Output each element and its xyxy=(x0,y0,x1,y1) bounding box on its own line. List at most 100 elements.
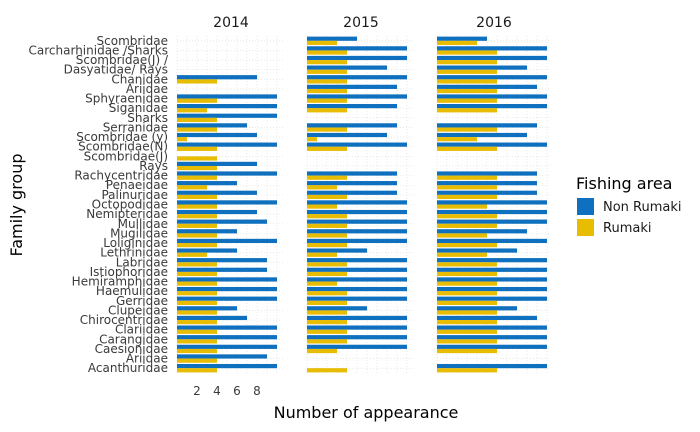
bar-rumaki xyxy=(177,214,217,219)
bar-rumaki xyxy=(437,329,497,334)
bar-rumaki xyxy=(177,329,217,334)
y-tick-label: Lethrinidae xyxy=(100,246,168,260)
bar-rumaki xyxy=(437,175,497,180)
bar-rumaki xyxy=(177,310,217,315)
y-tick-label: Scombridae (y) xyxy=(76,130,168,144)
bar-rumaki xyxy=(307,60,347,65)
facet-strip-labels: 2014 2015 2016 xyxy=(213,15,512,31)
bar-non-rumaki xyxy=(307,190,397,195)
bar-rumaki xyxy=(177,204,217,209)
y-tick-label: Chanidae xyxy=(111,72,168,86)
bar-non-rumaki xyxy=(307,325,407,330)
bar-rumaki xyxy=(437,79,497,84)
bar-rumaki xyxy=(307,214,347,219)
bar-rumaki xyxy=(307,339,347,344)
bar-rumaki xyxy=(437,50,497,55)
bar-rumaki xyxy=(307,137,317,142)
bar-rumaki xyxy=(307,320,347,325)
bar-rumaki xyxy=(307,348,337,354)
legend-label: Non Rumaki xyxy=(603,200,682,215)
y-tick-label: Carcharhinidae /Sharks xyxy=(29,43,168,57)
bar-non-rumaki xyxy=(307,55,407,61)
bar-rumaki xyxy=(307,310,347,315)
bar-non-rumaki xyxy=(437,267,547,272)
bar-non-rumaki xyxy=(177,344,277,349)
bar-non-rumaki xyxy=(307,104,397,109)
bar-non-rumaki xyxy=(177,132,257,138)
y-tick-label: Serranidae xyxy=(103,120,168,134)
bar-non-rumaki xyxy=(437,65,527,70)
y-tick-label: Hemiramphidae xyxy=(72,275,168,289)
bar-rumaki xyxy=(177,127,217,132)
bar-rumaki xyxy=(307,204,337,209)
bar-non-rumaki xyxy=(177,267,267,272)
bar-rumaki xyxy=(437,60,497,65)
bar-rumaki xyxy=(437,194,497,200)
bar-non-rumaki xyxy=(437,315,537,321)
bar-rumaki xyxy=(437,271,497,277)
bar-non-rumaki xyxy=(177,258,267,263)
bar-non-rumaki xyxy=(437,248,517,253)
facet-label-2016: 2016 xyxy=(476,15,512,31)
bar-non-rumaki xyxy=(307,36,357,41)
bar-non-rumaki xyxy=(437,200,547,205)
bar-non-rumaki xyxy=(307,75,407,80)
bar-rumaki xyxy=(437,348,497,354)
legend-label: Rumaki xyxy=(603,221,651,236)
bar-non-rumaki xyxy=(307,181,397,186)
bar-non-rumaki xyxy=(177,325,277,330)
bar-rumaki xyxy=(307,281,337,286)
bar-rumaki xyxy=(177,98,217,103)
bar-rumaki xyxy=(177,300,217,305)
bar-non-rumaki xyxy=(437,306,517,311)
bar-rumaki xyxy=(177,175,217,180)
bar-non-rumaki xyxy=(307,286,407,292)
bar-non-rumaki xyxy=(177,75,257,80)
bar-layer xyxy=(177,36,547,373)
bar-non-rumaki xyxy=(177,296,277,301)
bar-non-rumaki xyxy=(437,132,527,138)
bar-non-rumaki xyxy=(177,315,247,321)
y-tick-label: Mullidae xyxy=(118,217,168,231)
bar-rumaki xyxy=(307,271,347,277)
bar-non-rumaki xyxy=(307,123,397,128)
legend-items: Non Rumaki Rumaki xyxy=(577,198,682,236)
y-tick-label: Ariidae xyxy=(126,352,168,366)
bar-non-rumaki xyxy=(437,46,547,51)
bar-rumaki xyxy=(307,108,347,113)
bar-non-rumaki xyxy=(307,344,407,349)
y-tick-label: Palinuridae xyxy=(101,188,168,202)
bar-non-rumaki xyxy=(177,104,277,109)
bar-non-rumaki xyxy=(307,209,407,215)
legend-swatch xyxy=(577,219,594,236)
bar-non-rumaki xyxy=(437,277,547,282)
bar-rumaki xyxy=(437,204,487,209)
bar-non-rumaki xyxy=(307,315,407,321)
bar-rumaki xyxy=(177,117,217,123)
bar-non-rumaki xyxy=(177,190,257,195)
bar-non-rumaki xyxy=(307,267,407,272)
bar-non-rumaki xyxy=(177,363,277,369)
bar-rumaki xyxy=(307,329,347,334)
bar-non-rumaki xyxy=(437,363,547,369)
bar-non-rumaki xyxy=(307,335,407,340)
bar-non-rumaki xyxy=(437,94,547,99)
y-tick-label: Scombridae(N) xyxy=(78,140,168,154)
bar-non-rumaki xyxy=(437,238,547,244)
bar-non-rumaki xyxy=(437,75,547,80)
bar-non-rumaki xyxy=(307,296,407,301)
bar-non-rumaki xyxy=(177,113,277,118)
bar-rumaki xyxy=(307,243,347,248)
bar-non-rumaki xyxy=(177,229,237,234)
bar-non-rumaki xyxy=(177,354,267,359)
bar-non-rumaki xyxy=(307,65,387,70)
bar-non-rumaki xyxy=(307,94,407,99)
bar-rumaki xyxy=(177,233,217,238)
y-tick-label: Carangidae xyxy=(99,332,168,346)
facet-label-2014: 2014 xyxy=(213,15,249,31)
bar-rumaki xyxy=(177,348,217,354)
bar-non-rumaki xyxy=(307,277,407,282)
bar-rumaki xyxy=(437,281,497,286)
bar-rumaki xyxy=(177,137,187,142)
